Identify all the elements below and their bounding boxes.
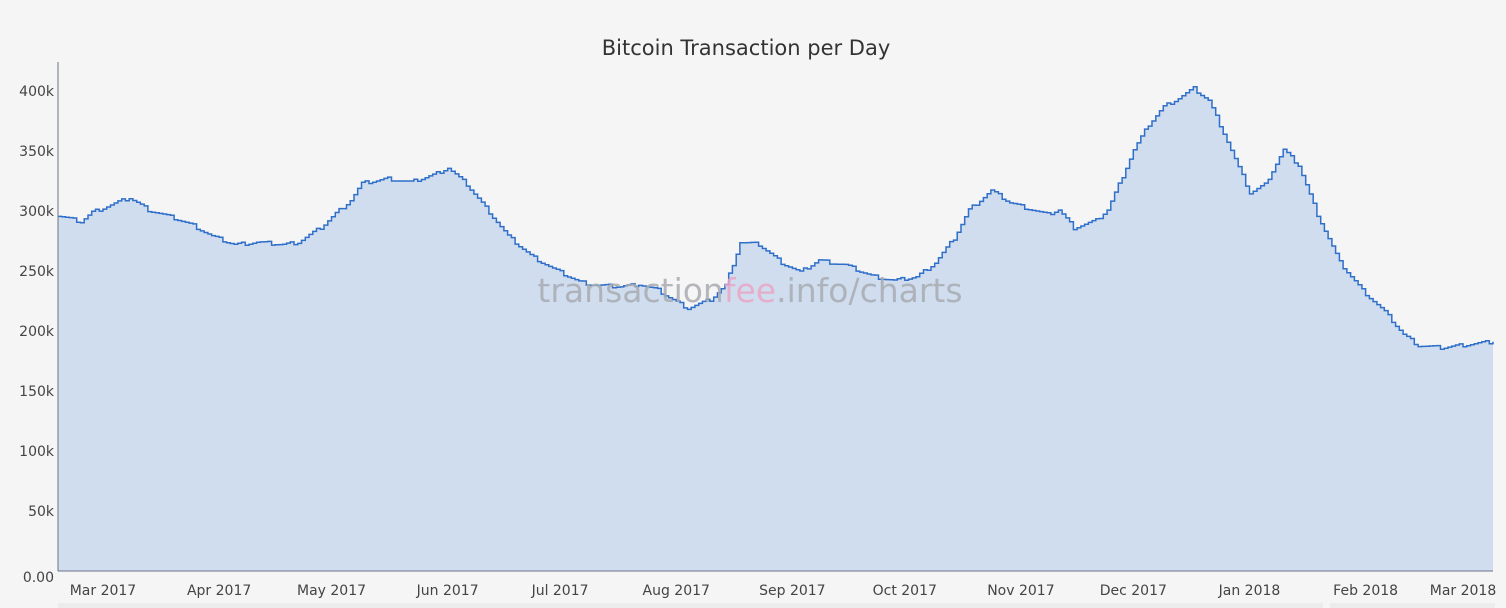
y-axis: 0.00 50k 100k 150k 200k 250k 300k 350k 400k xyxy=(19,62,59,586)
x-tick-label: Mar 2018 xyxy=(1430,583,1497,599)
x-tick-label: Dec 2017 xyxy=(1100,583,1167,599)
y-tick-label: 400k xyxy=(19,84,55,100)
y-tick-label: 100k xyxy=(19,444,55,460)
scrollbar-track-right[interactable] xyxy=(1330,603,1495,608)
x-tick-label: Jun 2017 xyxy=(416,583,479,599)
x-tick-label: May 2017 xyxy=(297,583,366,599)
y-tick-label: 0.00 xyxy=(23,570,54,586)
x-tick-label: Nov 2017 xyxy=(987,583,1054,599)
y-tick-label: 350k xyxy=(19,144,55,160)
x-tick-label: Sep 2017 xyxy=(759,583,825,599)
scrollbar-track[interactable] xyxy=(58,603,1323,608)
x-axis: Mar 2017 Apr 2017 May 2017 Jun 2017 Jul 2017… xyxy=(58,570,1497,599)
area-fill xyxy=(58,86,1493,572)
watermark: transactionfee.info/charts xyxy=(537,271,962,310)
x-tick-label: Mar 2017 xyxy=(70,583,137,599)
x-tick-label: Jul 2017 xyxy=(531,583,589,599)
x-tick-label: Aug 2017 xyxy=(643,583,710,599)
plot-area xyxy=(58,86,1494,572)
y-tick-label: 200k xyxy=(19,324,55,340)
y-tick-label: 300k xyxy=(19,204,55,220)
x-tick-label: Oct 2017 xyxy=(873,583,937,599)
y-tick-label: 50k xyxy=(28,504,55,520)
x-tick-label: Jan 2018 xyxy=(1218,583,1281,599)
y-tick-label: 150k xyxy=(19,384,55,400)
x-tick-label: Apr 2017 xyxy=(187,583,251,599)
y-tick-label: 250k xyxy=(19,264,55,280)
series-line xyxy=(58,86,1494,351)
x-tick-label: Feb 2018 xyxy=(1333,583,1398,599)
chart-title: Bitcoin Transaction per Day xyxy=(602,36,891,60)
